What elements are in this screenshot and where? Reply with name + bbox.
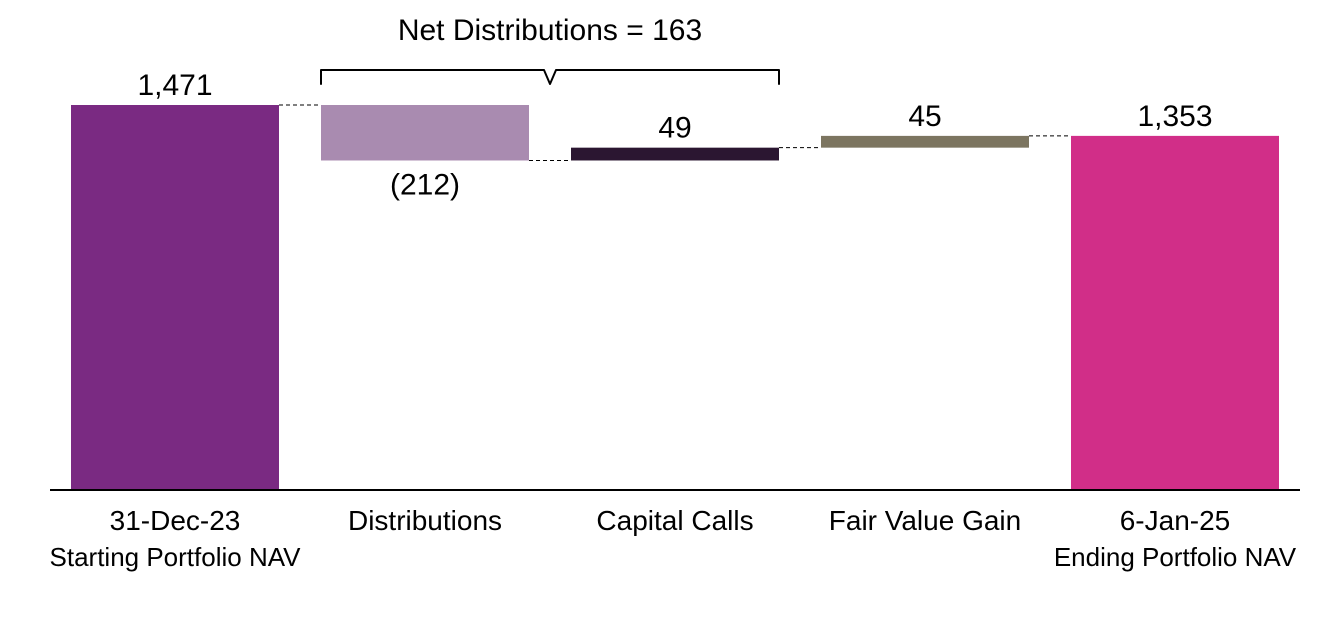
bar-end <box>1071 136 1279 490</box>
value-label-capital-calls: 49 <box>658 112 691 145</box>
bar-distributions <box>321 105 529 160</box>
bar-fair-value-gain <box>821 136 1029 148</box>
bar-start <box>71 105 279 490</box>
bar-capital-calls <box>571 148 779 161</box>
category-label-fair-value-gain: Fair Value Gain <box>829 505 1021 536</box>
value-label-end: 1,353 <box>1137 100 1212 133</box>
bracket-icon <box>321 70 779 84</box>
value-label-start: 1,471 <box>137 69 212 102</box>
value-label-fair-value-gain: 45 <box>908 100 941 133</box>
subcategory-label-start: Starting Portfolio NAV <box>50 542 302 572</box>
value-label-distributions: (212) <box>390 168 460 201</box>
waterfall-chart: 1,471 31-Dec-23 Starting Portfolio NAV (212… <box>0 0 1327 624</box>
subcategory-label-end: Ending Portfolio NAV <box>1054 542 1297 572</box>
chart-svg: 1,471 31-Dec-23 Starting Portfolio NAV (212… <box>0 0 1327 624</box>
annotation-text: Net Distributions = 163 <box>398 14 702 47</box>
category-label-distributions: Distributions <box>348 505 502 536</box>
category-label-capital-calls: Capital Calls <box>596 505 753 536</box>
category-label-start: 31-Dec-23 <box>110 505 241 536</box>
category-label-end: 6-Jan-25 <box>1120 505 1231 536</box>
